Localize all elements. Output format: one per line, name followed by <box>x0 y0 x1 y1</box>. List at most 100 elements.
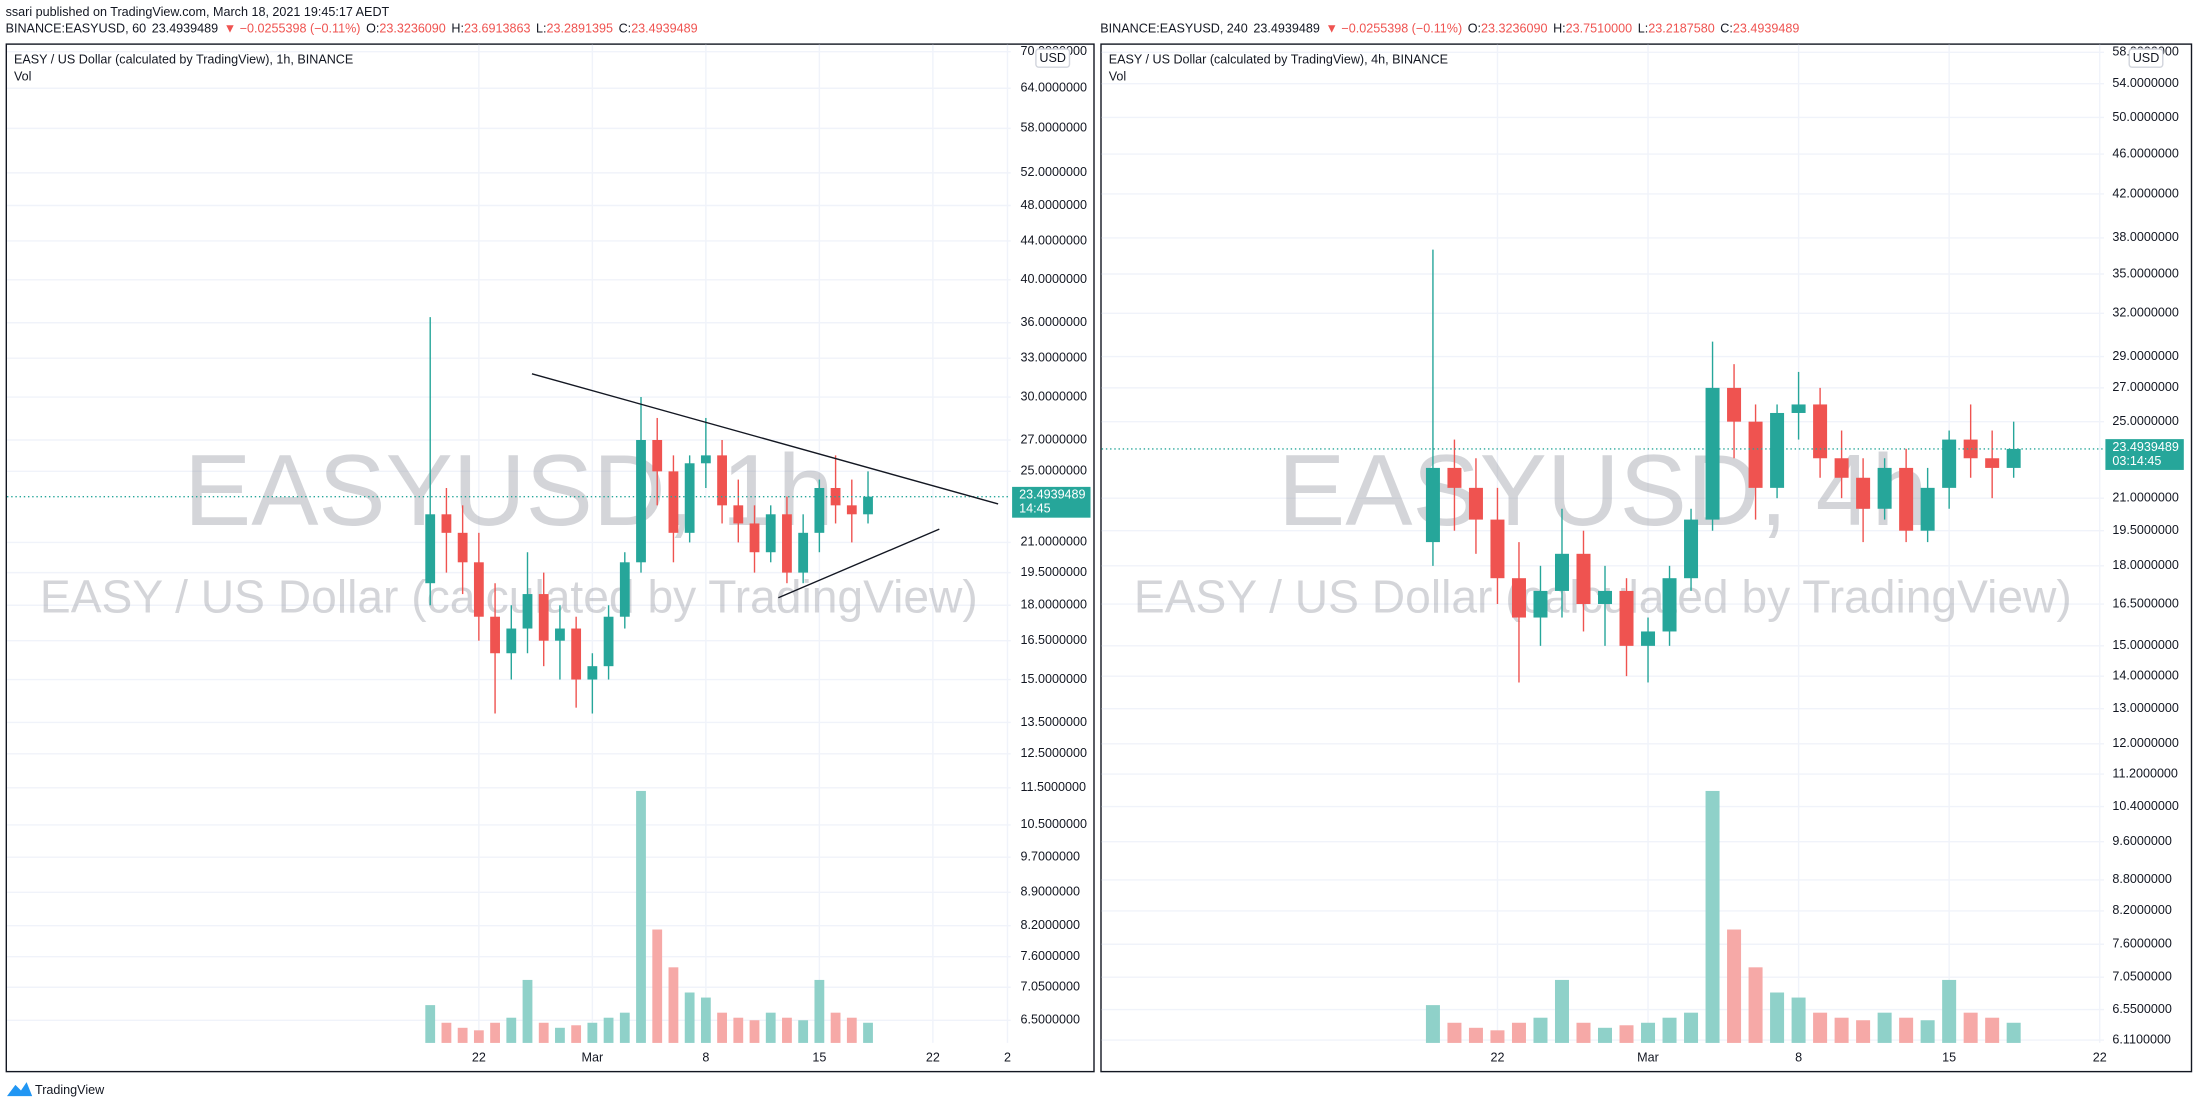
trend-line <box>778 528 940 599</box>
candle-body <box>1619 590 1634 646</box>
candle-body <box>1554 553 1569 591</box>
watermark: EASYUSD, 1h <box>184 435 834 547</box>
candle-body <box>636 439 646 563</box>
legend-part: 23.7510000 <box>1566 22 1632 36</box>
volume-bar <box>717 1012 727 1043</box>
y-tick-label: 25.0000000 <box>2112 414 2178 428</box>
y-tick-label: 48.0000000 <box>1021 198 1087 212</box>
y-tick-label: 32.0000000 <box>2112 306 2178 320</box>
y-tick-label: 11.2000000 <box>2112 766 2178 780</box>
candle-body <box>587 666 598 680</box>
y-tick-label: 8.8000000 <box>2112 872 2171 886</box>
y-tick-label: 27.0000000 <box>2112 380 2178 394</box>
last-price-label: 23.4939489 <box>2112 440 2178 454</box>
volume-bar <box>765 1012 776 1043</box>
currency-badge <box>2128 48 2164 68</box>
volume-bar <box>668 967 679 1043</box>
y-tick-label: 36.0000000 <box>1021 315 1087 329</box>
volume-bar <box>1684 1012 1699 1043</box>
legend-part: 23.4939489 <box>1253 22 1319 36</box>
volume-bar <box>1748 967 1763 1043</box>
legend-part: 23.2187580 <box>1648 22 1714 36</box>
x-tick-label: 22 <box>1490 1051 1504 1065</box>
candle-body <box>1877 467 1892 509</box>
candle-body <box>425 514 436 584</box>
candle-body <box>1576 553 1591 605</box>
volume-bar <box>1877 1012 1892 1043</box>
y-tick-label: 8.2000000 <box>1021 918 1080 932</box>
y-tick-label: 10.4000000 <box>2112 799 2178 813</box>
trend-line <box>531 373 999 505</box>
legend-part: 23.4939489 <box>1733 22 1799 36</box>
volume-bar <box>1770 992 1785 1043</box>
y-tick-label: 52.0000000 <box>1021 165 1087 179</box>
y-tick-label: 7.6000000 <box>1021 949 1080 963</box>
y-tick-label: 13.5000000 <box>1021 715 1087 729</box>
candle-body <box>1533 590 1548 618</box>
y-tick-label: 58.0000000 <box>1021 121 1087 135</box>
candle-body <box>700 455 711 464</box>
legend-part: BINANCE:EASYUSD, 240 <box>1100 22 1248 36</box>
x-tick-label: 22 <box>472 1051 486 1065</box>
candle-body <box>457 532 468 563</box>
x-tick-label: 22 <box>2093 1051 2107 1065</box>
volume-bar <box>1447 1022 1462 1043</box>
symbol-legend: BINANCE:EASYUSD, 240 23.4939489 ▼ −0.02553… <box>1100 22 1799 36</box>
candle-body <box>1447 467 1462 488</box>
candle-body <box>782 514 792 573</box>
y-tick-label: 12.5000000 <box>1021 746 1087 760</box>
volume-bar <box>652 929 663 1043</box>
y-tick-label: 9.6000000 <box>2112 834 2171 848</box>
volume-bar <box>587 1022 598 1043</box>
candle-body <box>1490 519 1505 579</box>
legend-part: ▼ −0.0255398 (−0.11%) <box>224 22 361 36</box>
candle-body <box>555 628 565 641</box>
volume-bar <box>522 979 533 1043</box>
legend-part: ▼ −0.0255398 (−0.11%) <box>1325 22 1462 36</box>
volume-bar <box>798 1020 809 1043</box>
candle-body <box>538 594 549 641</box>
volume-bar <box>571 1025 582 1043</box>
legend-part: L: <box>536 22 547 36</box>
volume-bar <box>1727 929 1742 1043</box>
y-tick-label: 21.0000000 <box>1021 535 1087 549</box>
last-price-label: 23.4939489 <box>1019 488 1085 502</box>
volume-bar <box>1533 1017 1548 1043</box>
candle-body <box>1425 467 1440 543</box>
publish-info: ssari published on TradingView.com, Marc… <box>6 5 390 19</box>
watermark-subtitle: EASY / US Dollar (calculated by TradingV… <box>40 571 978 623</box>
legend-part: 23.3236090 <box>1481 22 1547 36</box>
legend-part: L: <box>1638 22 1649 36</box>
y-tick-label: 38.0000000 <box>2112 230 2178 244</box>
y-tick-label: 9.7000000 <box>1021 850 1080 864</box>
legend-part: 23.4939489 <box>152 22 218 36</box>
x-tick-label: 15 <box>1942 1051 1956 1065</box>
chart-subtitle: Vol <box>1109 69 1127 83</box>
currency-label: USD <box>1039 51 1066 65</box>
y-tick-label: 16.5000000 <box>1021 633 1087 647</box>
y-tick-label: 16.5000000 <box>2112 596 2178 610</box>
candle-body <box>1748 421 1763 488</box>
footer-brand: TradingView <box>35 1083 105 1097</box>
volume-bar <box>1963 1012 1978 1043</box>
candle-body <box>668 471 679 533</box>
y-tick-label: 21.0000000 <box>2112 491 2178 505</box>
volume-bar <box>473 1030 484 1043</box>
candle-body <box>1727 387 1742 422</box>
y-tick-label: 13.0000000 <box>2112 701 2178 715</box>
y-tick-label: 18.0000000 <box>1021 598 1087 612</box>
volume-bar <box>457 1027 468 1043</box>
volume-bar <box>1985 1017 2000 1043</box>
candle-body <box>1813 404 1828 459</box>
candle-body <box>619 562 630 617</box>
x-tick-label: Mar <box>1637 1051 1659 1065</box>
y-tick-label: 8.2000000 <box>2112 903 2171 917</box>
y-tick-label: 27.0000000 <box>1021 432 1087 446</box>
legend-part: 23.3236090 <box>379 22 445 36</box>
currency-label: USD <box>2133 51 2160 65</box>
right-panel <box>1100 43 2193 1073</box>
currency-badge <box>1035 48 1071 68</box>
candle-body <box>1641 631 1656 646</box>
candle-body <box>814 487 825 533</box>
